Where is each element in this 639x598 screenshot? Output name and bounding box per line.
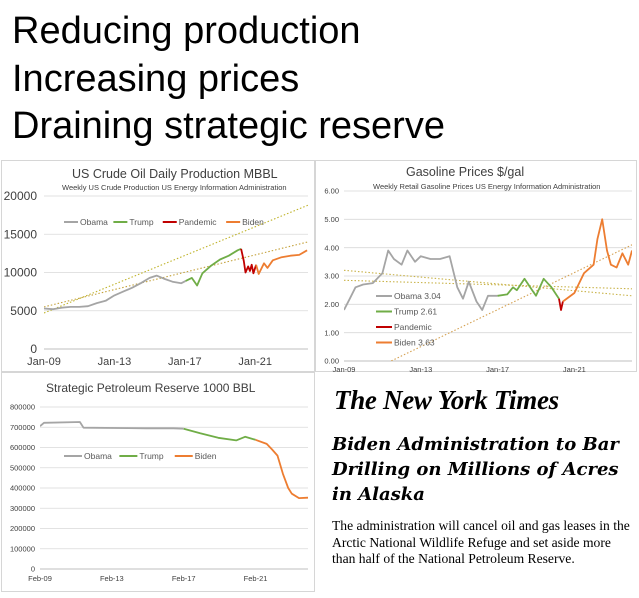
series-line-pandemic [240,248,257,275]
chart-title: US Crude Oil Daily Production MBBL [72,167,278,181]
y-tick-label: 0.00 [324,357,339,366]
y-tick-label: 500000 [10,463,35,472]
series-line-trump [185,247,242,287]
chart-title: Strategic Petroleum Reserve 1000 BBL [46,381,256,395]
series-line-pandemic [558,298,564,311]
chart-subtitle: Weekly Retail Gasoline Prices US Energy … [373,182,600,191]
headline-reducing-production: Reducing production [12,10,361,52]
y-tick-label: 6.00 [324,187,339,196]
nyt-body-text: The administration will cancel oil and g… [332,518,630,566]
x-tick-label: Feb-09 [28,574,52,583]
chart-title: Gasoline Prices $/gal [406,165,524,179]
legend-label: Biden [195,451,217,461]
nyt-logo: The New York Times [334,385,559,415]
series-line-obama [344,249,498,311]
x-tick-label: Feb-17 [172,574,196,583]
series-line-trump [183,427,256,442]
y-tick-label: 800000 [10,403,35,412]
legend-label: Trump 2.61 [394,307,437,317]
y-tick-label: 0 [30,342,37,356]
x-tick-label: Jan-17 [486,365,509,373]
series-line-biden [255,438,308,499]
y-tick-label: 1.00 [324,328,339,337]
x-tick-label: Jan-21 [238,356,272,368]
legend-label: Obama [84,451,112,461]
headline-draining-reserve: Draining strategic reserve [12,105,445,147]
legend-label: Trump [129,217,154,227]
series-line-biden [255,249,308,275]
x-tick-label: Jan-09 [333,365,356,373]
series-line-trump [497,277,560,300]
y-tick-label: 200000 [10,524,35,533]
y-tick-label: 15000 [4,227,38,241]
y-tick-label: 0 [31,565,35,574]
x-tick-label: Jan-13 [409,365,432,373]
production-chart-panel: 0 5000 10000 15000 20000 Jan-09 Jan-13 Jan-17 Ja… [1,160,315,372]
x-tick-label: Feb-13 [100,574,124,583]
legend-label: Obama [80,217,108,227]
legend-label: Biden [242,217,264,227]
y-tick-label: 400000 [10,484,35,493]
y-tick-label: 100000 [10,544,35,553]
gasoline-chart-panel: 0.00 1.00 2.00 3.00 4.00 5.00 6.00 Jan-09 Jan-13… [315,160,637,373]
chart-subtitle: Weekly US Crude Production US Energy Inf… [62,183,287,192]
production-chart: 0 5000 10000 15000 20000 Jan-09 Jan-13 Jan-17 Ja… [4,167,308,368]
y-tick-label: 10000 [4,266,38,280]
series-line-obama [44,274,187,311]
x-tick-label: Jan-09 [27,356,61,368]
x-tick-label: Jan-21 [563,365,586,373]
trendline [389,244,632,361]
trendline [344,269,632,297]
y-tick-label: 5000 [10,304,37,318]
y-tick-label: 4.00 [324,243,339,252]
y-tick-label: 3.00 [324,272,339,281]
x-tick-label: Jan-13 [98,356,132,368]
y-tick-label: 700000 [10,423,35,432]
y-tick-label: 20000 [4,189,38,203]
legend-label: Pandemic [394,322,433,332]
trendline [344,279,632,290]
series-line-biden [562,218,632,303]
legend-label: Biden 3.63 [394,338,435,348]
spr-chart-panel: 0 100000 200000 300000 400000 500000 600000 700… [1,372,315,592]
y-tick-label: 2.00 [324,300,339,309]
y-tick-label: 600000 [10,443,35,452]
y-tick-label: 300000 [10,504,35,513]
legend-label: Obama 3.04 [394,291,441,301]
y-tick-label: 5.00 [324,215,339,224]
x-tick-label: Feb-21 [244,574,268,583]
series-line-obama [40,421,184,430]
legend-label: Trump [139,451,164,461]
legend-label: Pandemic [179,217,218,227]
headline-increasing-prices: Increasing prices [12,58,300,100]
gasoline-chart: 0.00 1.00 2.00 3.00 4.00 5.00 6.00 Jan-09 Jan-13… [324,165,632,373]
nyt-headline: Biden Administration to Bar Drilling on … [332,434,619,505]
x-tick-label: Jan-17 [168,356,202,368]
spr-chart: 0 100000 200000 300000 400000 500000 600000 700… [10,381,308,583]
